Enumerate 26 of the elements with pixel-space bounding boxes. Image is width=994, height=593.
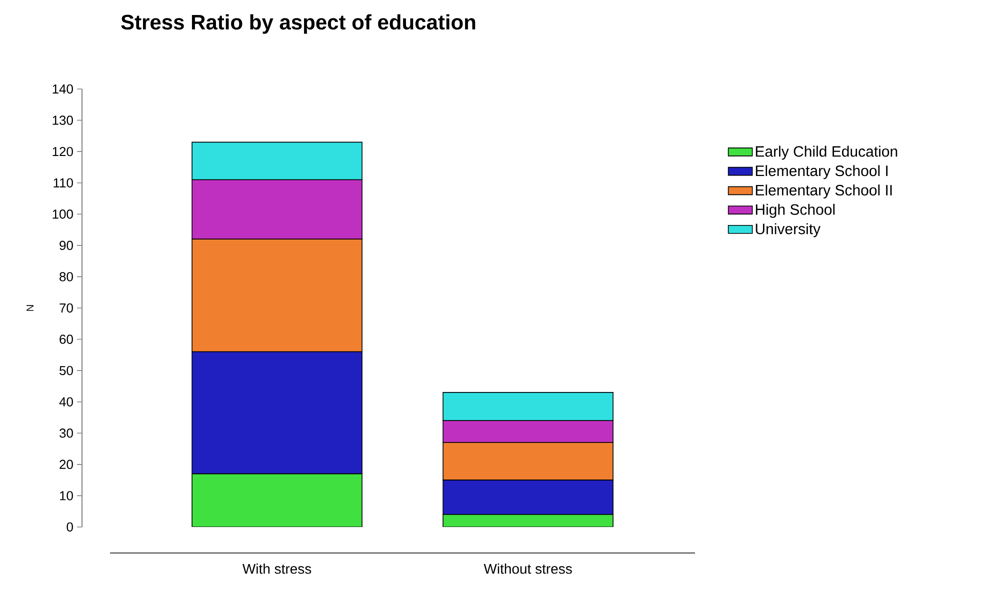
legend-label: University (756, 223, 821, 238)
y-tick-label: 60 (60, 334, 73, 344)
y-tick-label: 30 (60, 428, 73, 438)
bar (442, 514, 614, 527)
y-tick-label: 130 (52, 116, 73, 125)
bar (192, 473, 362, 527)
y-tick-label: 20 (60, 460, 73, 470)
y-tick-label: 120 (52, 146, 73, 156)
y-tick-label: 90 (60, 240, 73, 250)
y-tick-label: 140 (52, 84, 73, 94)
y-tick-label: 50 (60, 366, 73, 376)
x-tick-label: With stress (242, 564, 312, 574)
y-tick-label: 110 (54, 178, 73, 188)
y-tick-label: 70 (60, 303, 73, 313)
legend-label: Elementary School II (756, 184, 892, 198)
y-tick-label: 10 (60, 491, 73, 500)
x-tick-label: Without stress (484, 564, 572, 574)
legend-label: Elementary School I (756, 165, 888, 180)
legend-label: High School (756, 204, 835, 218)
chart-title: Stress Ratio by aspect of education (121, 14, 476, 34)
y-tick-label: 0 (66, 522, 73, 532)
legend-label: Early Child Education (756, 146, 898, 160)
y-tick-label: 100 (52, 210, 73, 219)
y-tick-label: 80 (60, 272, 73, 282)
y-axis-title: N (26, 305, 34, 311)
y-tick-label: 40 (59, 397, 73, 406)
